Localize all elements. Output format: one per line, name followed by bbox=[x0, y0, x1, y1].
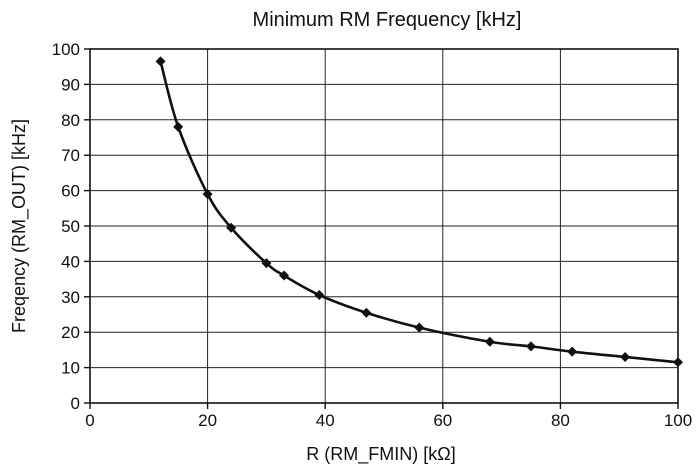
data-point-marker bbox=[314, 290, 325, 301]
x-tick-label: 40 bbox=[316, 411, 335, 430]
x-tick-label: 80 bbox=[551, 411, 570, 430]
data-point-marker bbox=[226, 222, 237, 233]
y-tick-label: 10 bbox=[61, 359, 80, 378]
x-tick-label: 60 bbox=[433, 411, 452, 430]
chart-title: Minimum RM Frequency [kHz] bbox=[253, 9, 522, 31]
series-line bbox=[159, 61, 679, 364]
y-tick-label: 20 bbox=[61, 323, 80, 342]
y-tick-label: 60 bbox=[61, 182, 80, 201]
x-axis-label: R (RM_FMIN) [kΩ] bbox=[306, 444, 455, 465]
data-point-marker bbox=[202, 189, 213, 200]
y-tick-label: 0 bbox=[71, 394, 80, 413]
data-point-marker bbox=[673, 357, 683, 368]
data-point-marker bbox=[261, 258, 272, 269]
data-point-marker bbox=[279, 270, 290, 281]
y-tick-label: 30 bbox=[61, 288, 80, 307]
data-point-marker bbox=[567, 346, 578, 357]
y-tick-label: 100 bbox=[52, 40, 80, 59]
data-point-marker bbox=[414, 322, 425, 333]
data-point-marker bbox=[484, 336, 495, 347]
data-point-marker bbox=[361, 307, 372, 318]
x-tick-label: 0 bbox=[85, 411, 94, 430]
data-points bbox=[155, 56, 683, 368]
data-point-marker bbox=[620, 351, 631, 362]
data-point-marker bbox=[155, 56, 166, 67]
y-tick-label: 90 bbox=[61, 75, 80, 94]
y-tick-label: 70 bbox=[61, 146, 80, 165]
grid bbox=[89, 48, 679, 404]
x-axis-ticks: 0 20 40 60 80 100 bbox=[85, 403, 692, 430]
y-axis-ticks: 0 10 20 30 40 50 60 70 80 90 100 bbox=[52, 40, 90, 413]
y-tick-label: 50 bbox=[61, 217, 80, 236]
data-point-marker bbox=[173, 121, 184, 132]
x-tick-label: 100 bbox=[664, 411, 692, 430]
data-point-marker bbox=[526, 341, 536, 352]
y-tick-label: 40 bbox=[61, 252, 80, 271]
y-axis-label: Freqency (RM_OUT) [kHz] bbox=[9, 119, 30, 333]
y-tick-label: 80 bbox=[61, 111, 80, 130]
x-tick-label: 20 bbox=[198, 411, 217, 430]
